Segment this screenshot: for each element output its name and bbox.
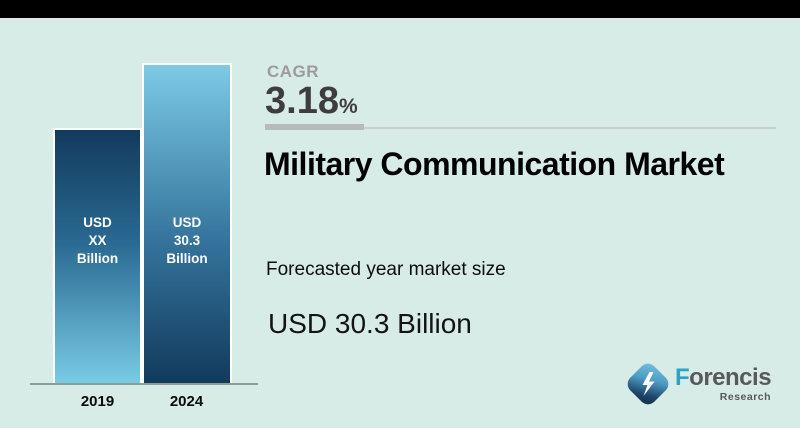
cagr-value: 3.18 [265, 80, 339, 122]
bar-2024-line-2: 30.3 [173, 233, 201, 248]
logo-brand-name: Forencis [675, 364, 772, 391]
logo-text-block: Forencis Research [675, 364, 772, 403]
lightning-bolt-icon [642, 372, 655, 396]
forecast-caption: Forecasted year market size [266, 259, 506, 280]
logo-brand-rest: orencis [689, 364, 772, 391]
section-divider [265, 124, 776, 130]
logo-diamond-mark [623, 359, 673, 409]
bar-2024-value-label: USD 30.3 Billion [144, 214, 230, 268]
bar-2019: USD XX Billion [53, 128, 142, 385]
divider-thin-line [265, 127, 776, 129]
x-axis-line [30, 383, 258, 385]
bar-2019-value-label: USD XX Billion [55, 214, 140, 268]
x-axis-label-2019: 2019 [80, 393, 115, 410]
divider-thick-segment [265, 124, 364, 130]
bar-2019-line-3: Billion [76, 251, 119, 266]
forecast-value: USD 30.3 Billion [268, 308, 472, 339]
bar-2024-line-3: Billion [166, 251, 208, 266]
forencis-research-logo: Forencis Research [623, 359, 772, 409]
bar-2019-line-2: XX [88, 233, 107, 248]
bar-2024-line-1: USD [172, 215, 202, 230]
bar-2024: USD 30.3 Billion [142, 63, 232, 385]
cagr-label: CAGR [267, 62, 320, 81]
top-black-bar [0, 0, 800, 18]
cagr-unit: % [338, 95, 358, 118]
cagr-value-row: 3.18% [265, 80, 358, 123]
bar-2019-line-1: USD [83, 215, 112, 230]
logo-subtitle: Research [719, 391, 772, 403]
page-title: Military Communication Market [264, 146, 725, 182]
x-axis-label-2024: 2024 [169, 393, 204, 410]
logo-brand-initial: F [675, 364, 690, 391]
